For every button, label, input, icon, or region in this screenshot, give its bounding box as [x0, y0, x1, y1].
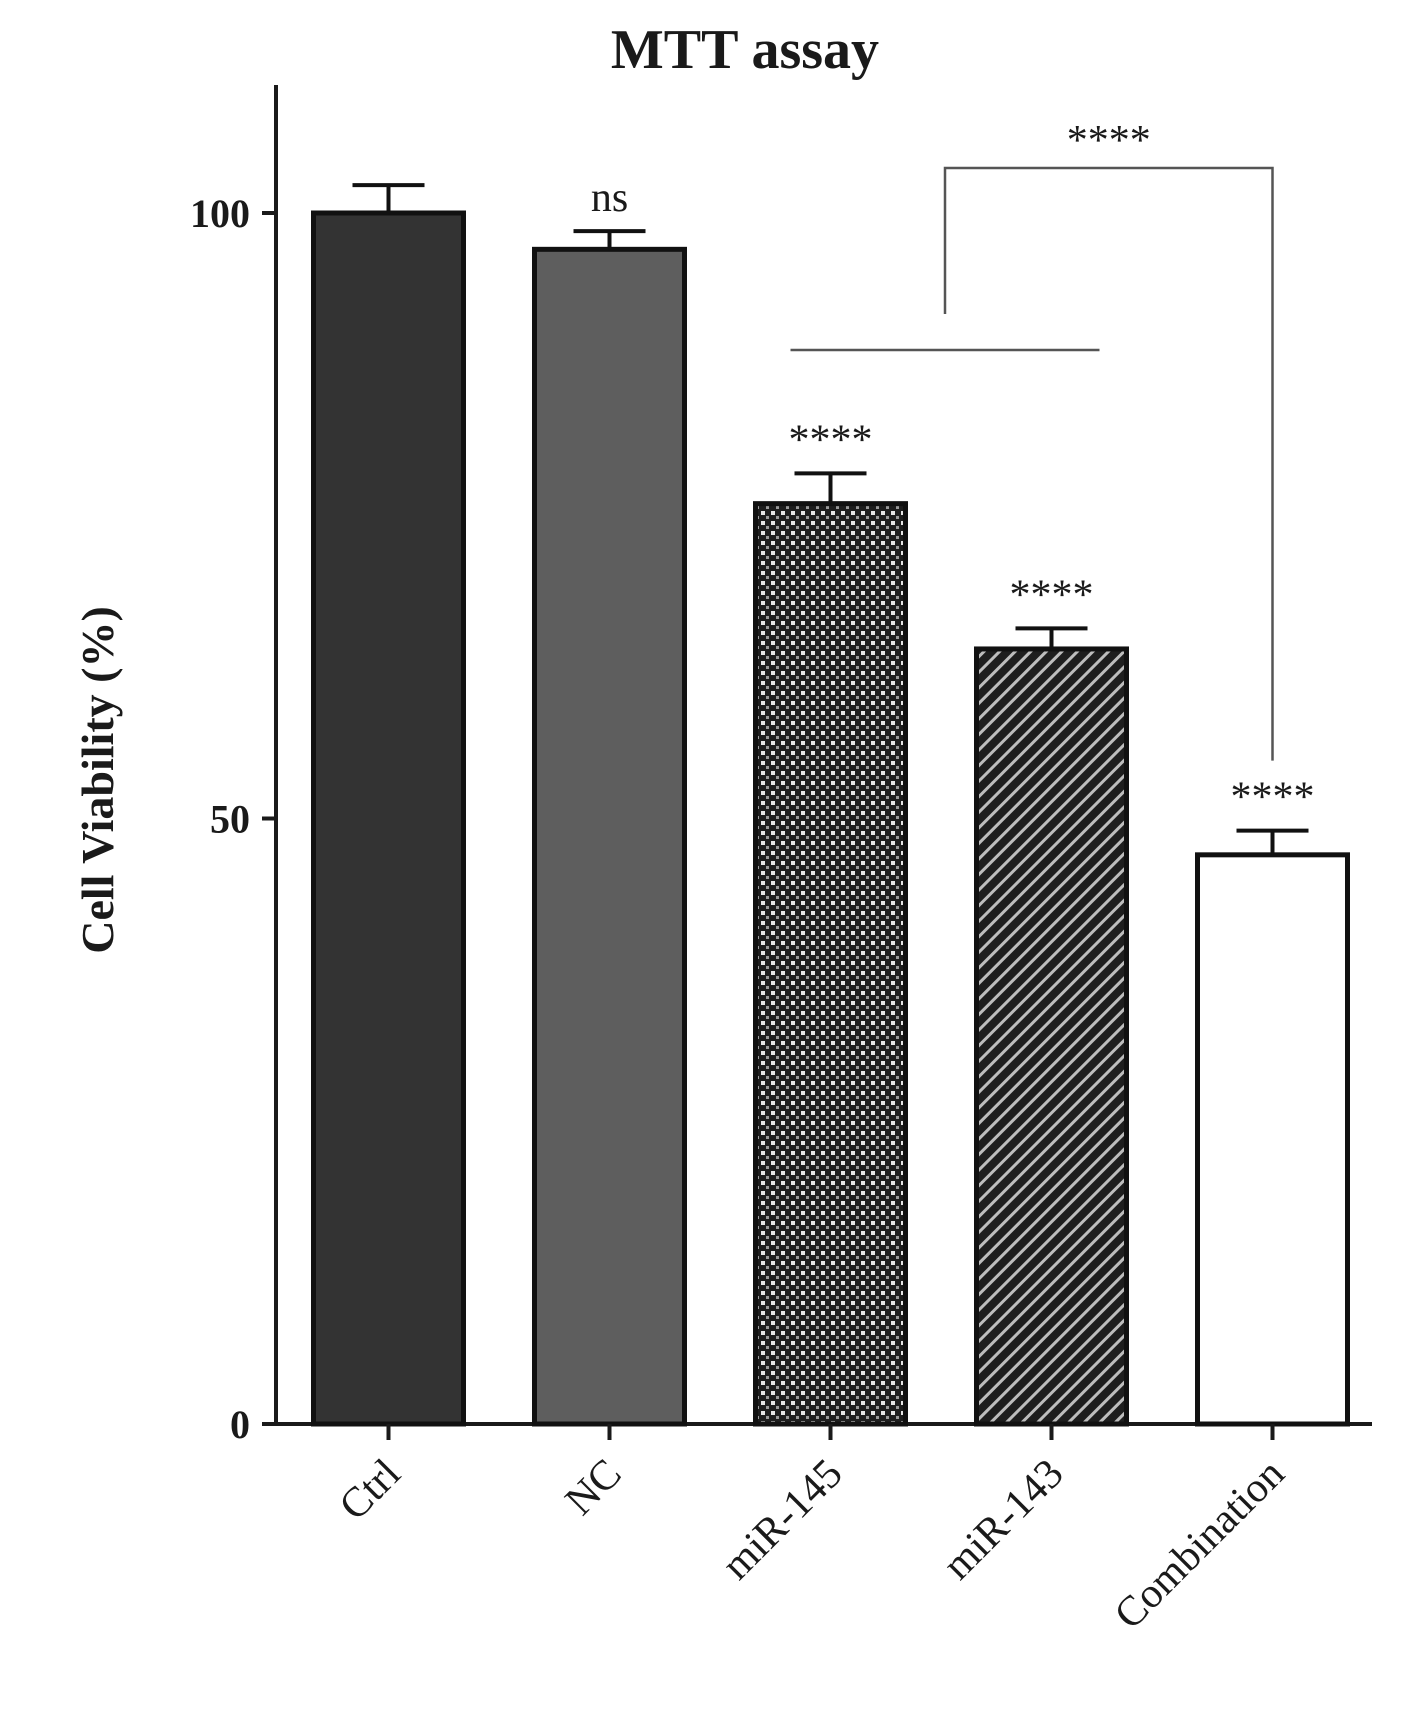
x-tick-label: NC	[557, 1451, 631, 1525]
comparison-bracket	[943, 166, 1274, 761]
bar-ctrl	[311, 210, 466, 1427]
x-axis-ticks: Ctrl NC miR-145 miR-143 Combination	[331, 1424, 1294, 1638]
x-tick-label: miR-145	[713, 1451, 851, 1589]
significance-label: ns	[591, 175, 628, 221]
bracket-label: ****	[1067, 118, 1151, 164]
x-tick-label: Combination	[1106, 1451, 1294, 1639]
bar-nc	[532, 246, 687, 1427]
y-tick-label: 0	[230, 1402, 250, 1447]
bar-mir-145	[753, 501, 908, 1427]
bar-combination	[1195, 852, 1350, 1427]
significance-label: ****	[789, 417, 873, 463]
significance-label: ****	[1231, 775, 1315, 821]
x-tick-label: miR-143	[934, 1451, 1072, 1589]
bar-mir-143	[974, 646, 1129, 1427]
y-tick-label: 50	[210, 797, 250, 842]
significance-label: ****	[1010, 572, 1094, 618]
chart-title: MTT assay	[611, 19, 879, 81]
significance-annotations: ns **** **** **** ****	[591, 118, 1315, 821]
bars-group	[311, 183, 1350, 1427]
x-tick-label: Ctrl	[331, 1451, 410, 1530]
y-axis-ticks: 0 50 100	[190, 191, 276, 1447]
y-tick-label: 100	[190, 191, 250, 236]
y-axis-label: Cell Viability (%)	[72, 606, 123, 954]
